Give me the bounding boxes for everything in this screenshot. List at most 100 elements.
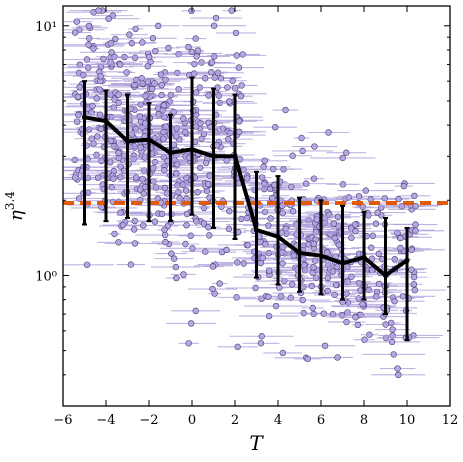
data-point <box>192 307 199 315</box>
data-point <box>289 152 296 159</box>
data-point <box>355 279 363 287</box>
median-line <box>84 115 409 278</box>
x-tick-label: 2 <box>231 413 239 428</box>
data-point <box>359 300 366 308</box>
data-point <box>321 342 329 349</box>
data-point <box>387 319 395 327</box>
data-point <box>115 91 122 98</box>
data-point <box>180 115 187 122</box>
median-point <box>339 260 346 266</box>
data-point <box>148 85 156 93</box>
data-point <box>410 281 418 288</box>
data-point <box>335 241 342 249</box>
data-point <box>165 44 172 52</box>
x-tick-label: 10 <box>399 413 416 428</box>
data-point <box>175 86 182 93</box>
data-point <box>266 185 274 193</box>
x-tick-label: 0 <box>188 413 196 428</box>
data-point <box>131 217 139 225</box>
data-point <box>209 263 217 270</box>
data-point <box>183 210 191 218</box>
data-point <box>269 165 277 173</box>
median-point <box>253 227 260 233</box>
median-point <box>167 150 174 156</box>
data-point <box>161 231 169 239</box>
median-point <box>318 253 324 259</box>
data-point <box>161 184 169 192</box>
data-point <box>225 225 233 233</box>
data-point <box>173 170 180 177</box>
data-point <box>334 354 341 361</box>
data-point <box>395 195 402 203</box>
data-point <box>105 15 112 22</box>
data-point <box>192 35 199 42</box>
data-point <box>412 227 419 234</box>
data-point <box>410 273 418 281</box>
data-point <box>162 238 169 246</box>
data-point <box>388 338 396 346</box>
data-point <box>73 18 81 25</box>
data-point <box>155 22 162 30</box>
data-point <box>309 304 316 312</box>
data-point <box>226 207 233 215</box>
data-point <box>412 221 419 228</box>
median-point <box>296 250 303 256</box>
data-point <box>244 241 252 249</box>
data-point <box>182 240 189 248</box>
data-point <box>381 195 388 202</box>
data-point <box>182 187 190 194</box>
data-point <box>372 220 380 227</box>
data-point <box>226 98 233 105</box>
data-point <box>390 351 397 358</box>
data-point <box>279 202 286 209</box>
data-point <box>201 75 209 82</box>
data-point <box>324 287 331 295</box>
data-point <box>348 273 355 280</box>
data-point <box>412 202 419 210</box>
data-point <box>200 220 208 227</box>
data-point <box>258 174 266 181</box>
data-point <box>265 267 273 274</box>
data-point <box>85 22 93 30</box>
median-point <box>275 234 281 240</box>
data-point <box>183 221 190 229</box>
data-point <box>237 92 245 100</box>
data-point <box>361 336 368 343</box>
data-point <box>236 118 243 125</box>
data-point <box>98 157 105 165</box>
data-point <box>126 31 133 38</box>
data-point <box>191 60 198 68</box>
data-point <box>108 49 115 56</box>
data-point <box>231 85 239 92</box>
data-point <box>265 293 272 300</box>
axis-ticks: −6 −4 −2 0 2 4 6 8 10 12 10⁰ 10¹ <box>35 6 458 428</box>
data-point <box>149 35 157 42</box>
x-tick-label: 6 <box>317 413 325 428</box>
data-point <box>112 35 119 43</box>
data-point <box>161 114 168 121</box>
data-point <box>173 274 180 282</box>
data-point <box>130 226 138 233</box>
data-point <box>93 95 100 102</box>
data-point <box>94 133 101 140</box>
data-point <box>127 261 135 268</box>
data-point <box>267 215 274 222</box>
data-point <box>144 78 152 85</box>
data-point <box>224 84 231 91</box>
data-point <box>330 220 338 227</box>
data-point <box>188 320 195 327</box>
data-point <box>374 209 381 216</box>
data-point <box>334 213 342 221</box>
data-point <box>234 259 241 266</box>
data-point <box>343 149 350 156</box>
data-point <box>258 333 265 340</box>
data-point <box>196 164 204 171</box>
data-point <box>257 259 264 267</box>
data-point <box>75 195 83 202</box>
y-tick-label: 10⁰ <box>35 269 57 284</box>
data-point <box>96 86 103 93</box>
x-tick-label: −4 <box>96 413 115 428</box>
data-point <box>210 22 218 29</box>
data-point <box>160 153 168 161</box>
